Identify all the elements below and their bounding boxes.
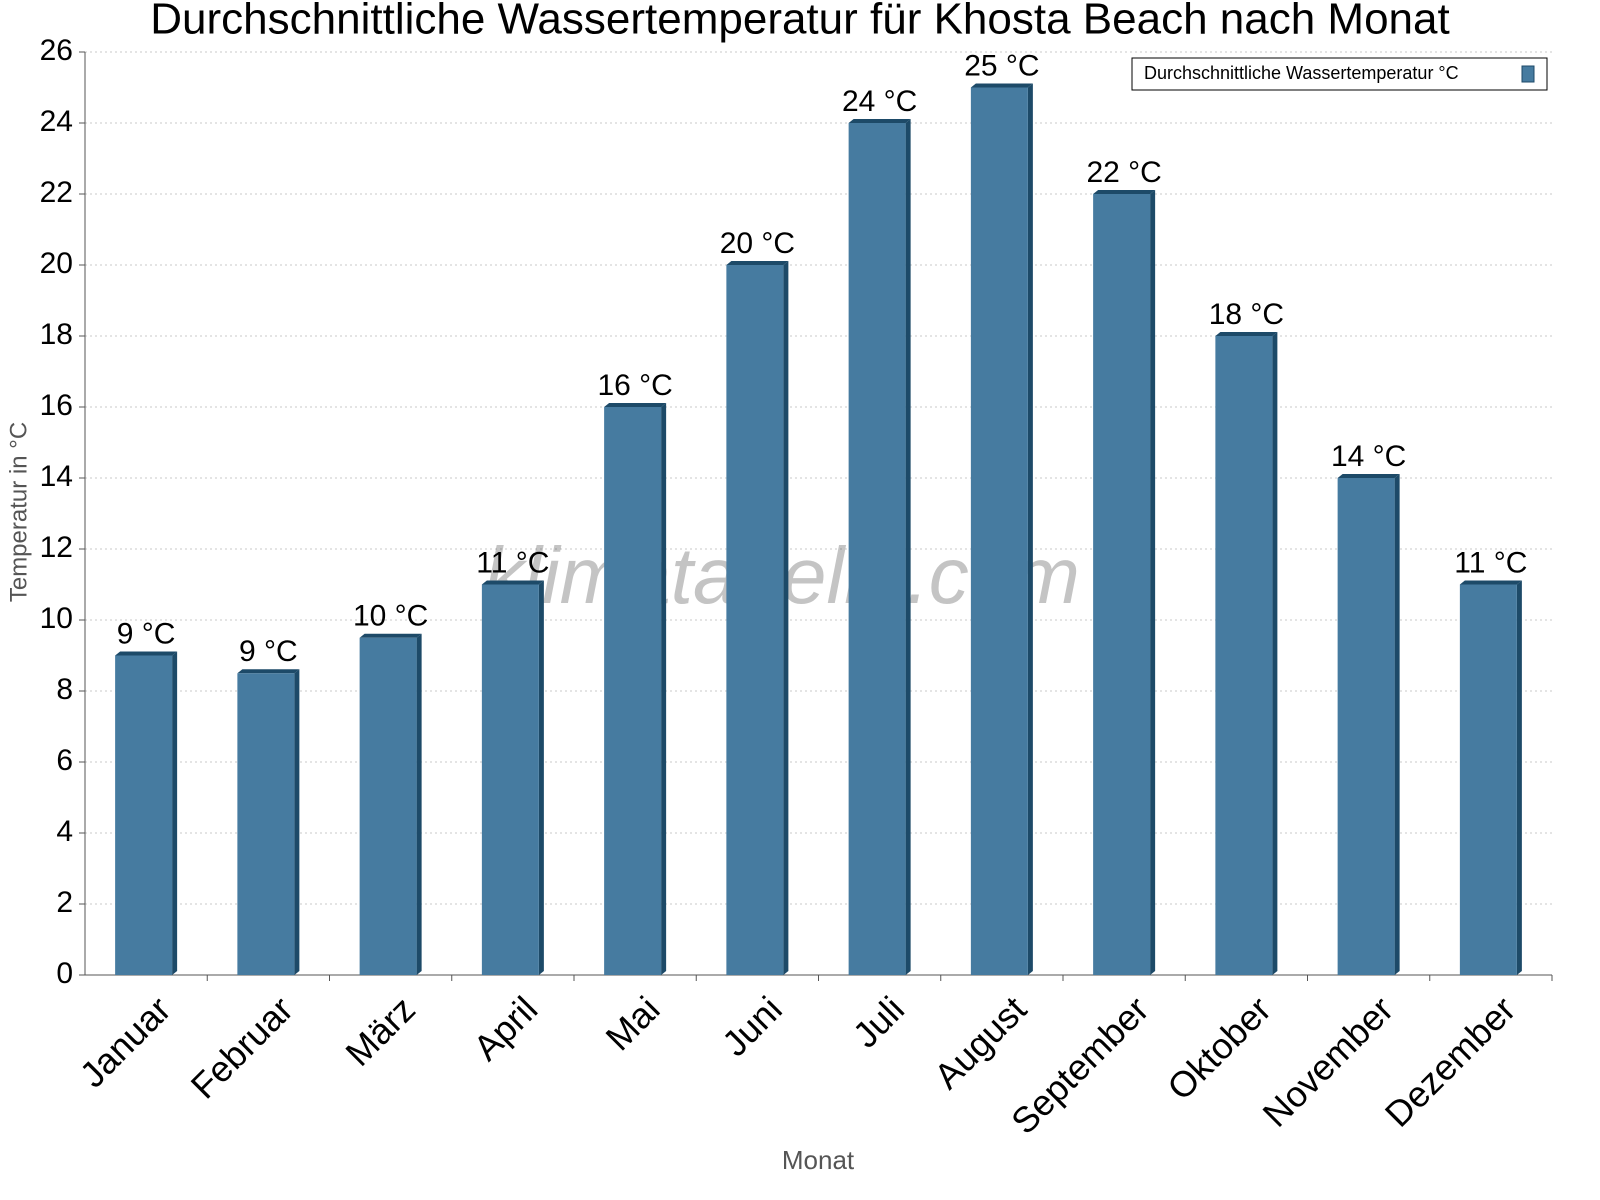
bar <box>115 655 173 975</box>
value-label: 11 °C <box>1454 546 1527 579</box>
value-label: 18 °C <box>1209 298 1284 331</box>
bar-side <box>1272 332 1278 975</box>
legend-label: Durchschnittliche Wassertemperatur °C <box>1144 63 1459 83</box>
y-tick-label: 24 <box>40 105 73 138</box>
bar-top <box>1337 474 1400 478</box>
legend-box <box>1131 57 1548 91</box>
y-tick-label: 2 <box>56 886 73 919</box>
x-tick-label: Januar <box>72 988 179 1095</box>
value-label: 16 °C <box>597 369 672 402</box>
bar-side <box>661 403 667 975</box>
bar <box>848 123 906 975</box>
bar-top <box>970 83 1033 88</box>
bar <box>1337 478 1395 975</box>
legend-swatch <box>1521 65 1535 83</box>
y-tick-label: 18 <box>40 318 73 351</box>
bar-top <box>1459 580 1522 585</box>
bar-side <box>905 119 911 975</box>
bar <box>1459 584 1517 975</box>
bar <box>726 265 784 975</box>
value-label: 9 °C <box>239 635 298 668</box>
bar <box>1215 336 1273 975</box>
value-label: 22 °C <box>1086 156 1161 189</box>
x-tick-label: November <box>1255 988 1401 1134</box>
bar <box>970 87 1028 975</box>
bar-side <box>172 651 178 975</box>
bar-top <box>848 119 911 123</box>
bar <box>1093 194 1151 975</box>
x-tick-label: Mai <box>597 988 667 1058</box>
y-tick-label: 14 <box>40 460 73 493</box>
value-label: 14 °C <box>1331 440 1406 473</box>
bar <box>481 584 539 975</box>
bar-side <box>1516 580 1522 975</box>
y-tick-label: 20 <box>40 247 73 280</box>
value-label: 9 °C <box>117 617 176 650</box>
x-tick-label: Oktober <box>1159 988 1279 1108</box>
bar-top <box>726 261 789 265</box>
bar-top <box>1215 332 1278 336</box>
bar-side <box>783 261 789 975</box>
value-label: 20 °C <box>720 227 795 260</box>
bar-side <box>1027 83 1033 975</box>
bar-side <box>538 580 544 975</box>
bar-top <box>237 669 300 674</box>
chart-title: Durchschnittliche Wassertemperatur für K… <box>150 0 1449 44</box>
y-tick-label: 4 <box>56 815 73 848</box>
bar-side <box>1394 474 1400 975</box>
x-tick-label: Dezember <box>1377 988 1523 1134</box>
bar-top <box>604 403 667 407</box>
x-tick-label: Februar <box>183 988 301 1106</box>
y-tick-label: 26 <box>40 34 73 67</box>
bar <box>604 407 662 975</box>
y-tick-label: 10 <box>40 602 73 635</box>
x-tick-label: Juli <box>845 988 912 1055</box>
value-label: 25 °C <box>964 49 1039 82</box>
x-axis-label: Monat <box>782 1145 855 1175</box>
y-tick-label: 8 <box>56 673 73 706</box>
y-tick-label: 22 <box>40 176 73 209</box>
value-label: 11 °C <box>476 546 549 579</box>
y-tick-label: 16 <box>40 389 73 422</box>
y-tick-label: 0 <box>56 957 73 990</box>
value-label: 24 °C <box>842 85 917 118</box>
y-axis-label: Temperatur in °C <box>5 422 32 602</box>
bar <box>237 673 295 975</box>
y-tick-label: 6 <box>56 744 73 777</box>
x-tick-label: August <box>926 988 1034 1096</box>
x-tick-label: März <box>337 988 423 1074</box>
bar-top <box>481 580 544 585</box>
bar-side <box>1150 190 1156 975</box>
bar-side <box>294 669 300 975</box>
bar <box>359 637 417 975</box>
bar-top <box>359 633 422 638</box>
value-label: 10 °C <box>353 600 428 633</box>
x-tick-label: April <box>465 988 545 1068</box>
bar-top <box>1093 190 1156 194</box>
x-tick-label: Juni <box>714 988 790 1064</box>
y-tick-label: 12 <box>40 531 73 564</box>
bar-side <box>416 633 422 975</box>
bar-top <box>115 651 178 656</box>
